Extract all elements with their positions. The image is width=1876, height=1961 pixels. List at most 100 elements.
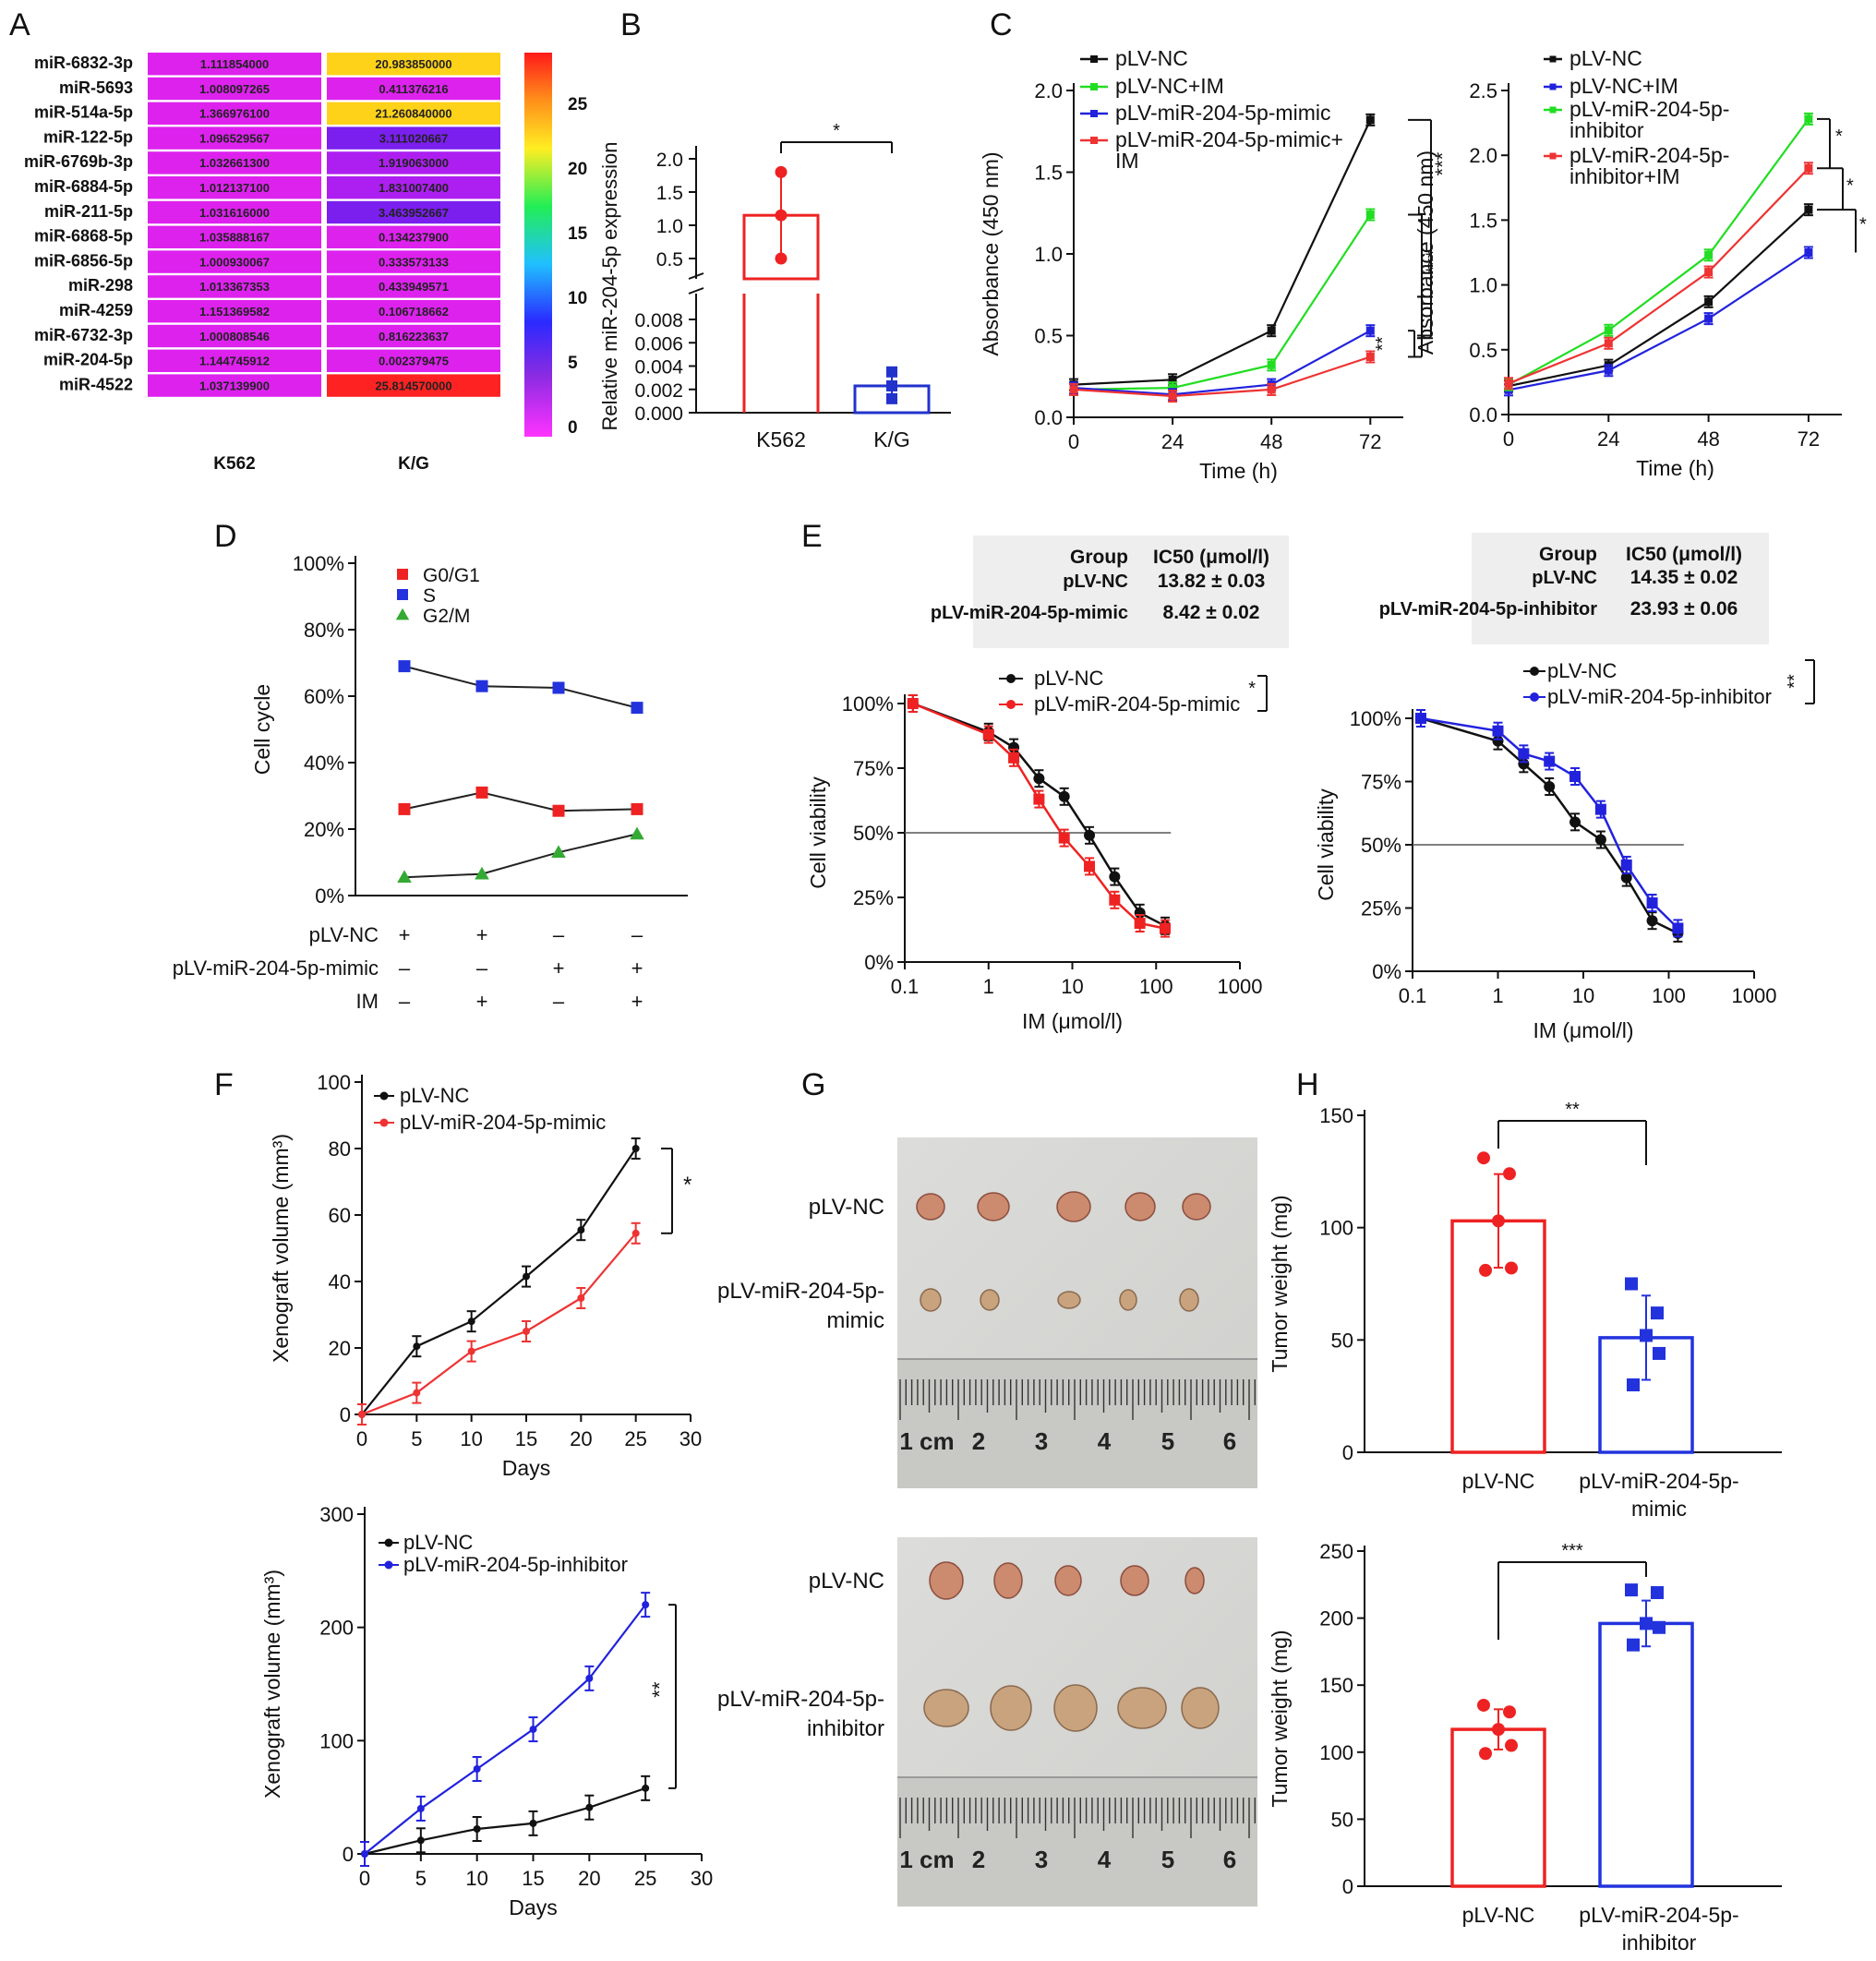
y-tick-label: 0.5 — [656, 249, 683, 271]
y-tick-label: 75% — [1361, 771, 1401, 794]
table-cell-ic50: 14.35 ± 0.02 — [1630, 567, 1738, 588]
photo-row-label: pLV-miR-204-5p- — [717, 1687, 884, 1712]
heatmap-cell-value: 1.032661300 — [199, 156, 270, 170]
condition-sign: + — [631, 990, 643, 1013]
data-point — [585, 1803, 594, 1811]
data-point — [1544, 780, 1556, 792]
ruler-label: 1 cm — [899, 1427, 954, 1455]
data-point — [1804, 114, 1813, 124]
data-point — [1604, 326, 1613, 335]
x-tick-label: pLV-miR-204-5p- — [1579, 1903, 1738, 1927]
tumor — [1185, 1567, 1205, 1594]
data-point — [398, 660, 411, 673]
heatmap-cell-value: 25.814570000 — [375, 379, 451, 392]
tumor — [990, 1685, 1032, 1731]
x-axis-label: Time (h) — [1636, 456, 1714, 480]
data-point — [1604, 339, 1613, 348]
legend-label: pLV-NC — [1115, 46, 1188, 70]
y-tick-label: 50% — [1361, 834, 1401, 857]
y-tick-label: 200 — [1319, 1607, 1353, 1630]
data-point — [1620, 872, 1632, 884]
significance-label: ** — [1565, 1100, 1580, 1120]
legend-label: pLV-miR-204-5p-mimic — [1115, 101, 1330, 125]
data-point — [1640, 1329, 1653, 1342]
legend-label: G2/M — [423, 606, 470, 627]
condition-label: IM — [356, 990, 379, 1013]
y-tick-label: 0.006 — [634, 333, 683, 355]
heatmap-cell — [148, 324, 321, 348]
y-tick-label: 2.0 — [1034, 79, 1063, 102]
x-axis-label: IM (μmol/l) — [1022, 1009, 1123, 1033]
heatmap-cell-value: 21.260840000 — [375, 107, 451, 121]
series-line — [403, 791, 638, 812]
data-point — [529, 1819, 537, 1827]
condition-sign: – — [553, 990, 565, 1013]
heatmap-cell-value: 1.012137100 — [199, 181, 270, 195]
data-point — [631, 1145, 640, 1152]
data-point — [1804, 205, 1813, 214]
tumor — [1117, 1687, 1167, 1729]
data-point — [523, 1272, 530, 1281]
data-point — [630, 826, 644, 840]
heatmap-row-label: miR-6732-3p — [34, 326, 133, 344]
significance-label: *** — [1561, 1541, 1583, 1561]
heatmap-row-label: miR-6868-5p — [34, 227, 133, 246]
data-point — [1168, 383, 1177, 392]
heatmap-row-label: miR-5693 — [59, 78, 133, 97]
tumor — [929, 1561, 964, 1600]
y-tick-label: 2.0 — [1469, 144, 1497, 167]
axis-break — [688, 287, 704, 295]
ic50-table-left-background — [973, 535, 1289, 648]
y-tick-label: 40 — [329, 1270, 351, 1293]
data-point — [642, 1601, 650, 1609]
colorbar-tick: 10 — [568, 289, 587, 308]
table-cell-group: pLV-miR-204-5p-mimic — [931, 603, 1128, 623]
table-cell-ic50: 8.42 ± 0.02 — [1163, 602, 1260, 623]
data-point — [1505, 1261, 1518, 1275]
legend-marker — [1549, 106, 1557, 114]
heatmap-cell — [148, 225, 321, 248]
heatmap-cell — [148, 349, 321, 372]
heatmap-cell — [327, 200, 500, 224]
table-cell-group: pLV-NC — [1532, 568, 1597, 588]
x-tick-label: 15 — [515, 1427, 537, 1450]
series-line — [403, 665, 638, 709]
tumor — [977, 1192, 1010, 1221]
legend-label: pLV-NC — [403, 1531, 474, 1554]
legend-label: pLV-NC+IM — [1569, 74, 1678, 98]
colorbar-tick: 0 — [568, 418, 578, 438]
x-tick-label: 5 — [411, 1427, 422, 1450]
data-point — [1518, 758, 1530, 770]
table-cell-group: pLV-miR-204-5p-inhibitor — [1379, 599, 1598, 620]
heatmap-colorbar — [524, 53, 552, 437]
tumor — [920, 1288, 942, 1312]
x-tick-label: 0 — [359, 1867, 370, 1890]
data-point — [397, 870, 412, 884]
data-point — [475, 866, 489, 880]
data-point — [1604, 366, 1613, 375]
data-point — [1651, 1306, 1664, 1320]
tumor — [1119, 1289, 1137, 1311]
significance-label: * — [683, 1173, 691, 1197]
x-tick-label: 24 — [1161, 430, 1184, 453]
y-tick-label: 0 — [343, 1843, 354, 1866]
x-tick-label: pLV-NC — [1462, 1469, 1535, 1493]
panel-letter-G: G — [801, 1067, 825, 1102]
condition-sign: + — [476, 990, 488, 1013]
x-tick-label: 1 — [1492, 984, 1503, 1007]
legend-label: pLV-miR-204-5p-mimic+ — [1115, 127, 1343, 151]
legend-marker — [1549, 55, 1557, 63]
tumor — [923, 1689, 969, 1727]
heatmap-cell — [327, 300, 500, 323]
y-tick-label: 2.0 — [656, 150, 683, 171]
data-point — [1033, 773, 1045, 785]
heatmap-cell-value: 3.463952667 — [379, 206, 449, 220]
ruler-label: 6 — [1223, 1846, 1236, 1873]
y-tick-label: 100 — [1319, 1741, 1353, 1764]
data-point — [398, 802, 411, 815]
y-tick-label: 0.004 — [634, 357, 683, 379]
data-point — [1569, 771, 1581, 783]
y-tick-label: 0.0 — [1034, 406, 1063, 429]
heatmap-cell — [327, 53, 500, 76]
tumor — [1054, 1565, 1082, 1596]
